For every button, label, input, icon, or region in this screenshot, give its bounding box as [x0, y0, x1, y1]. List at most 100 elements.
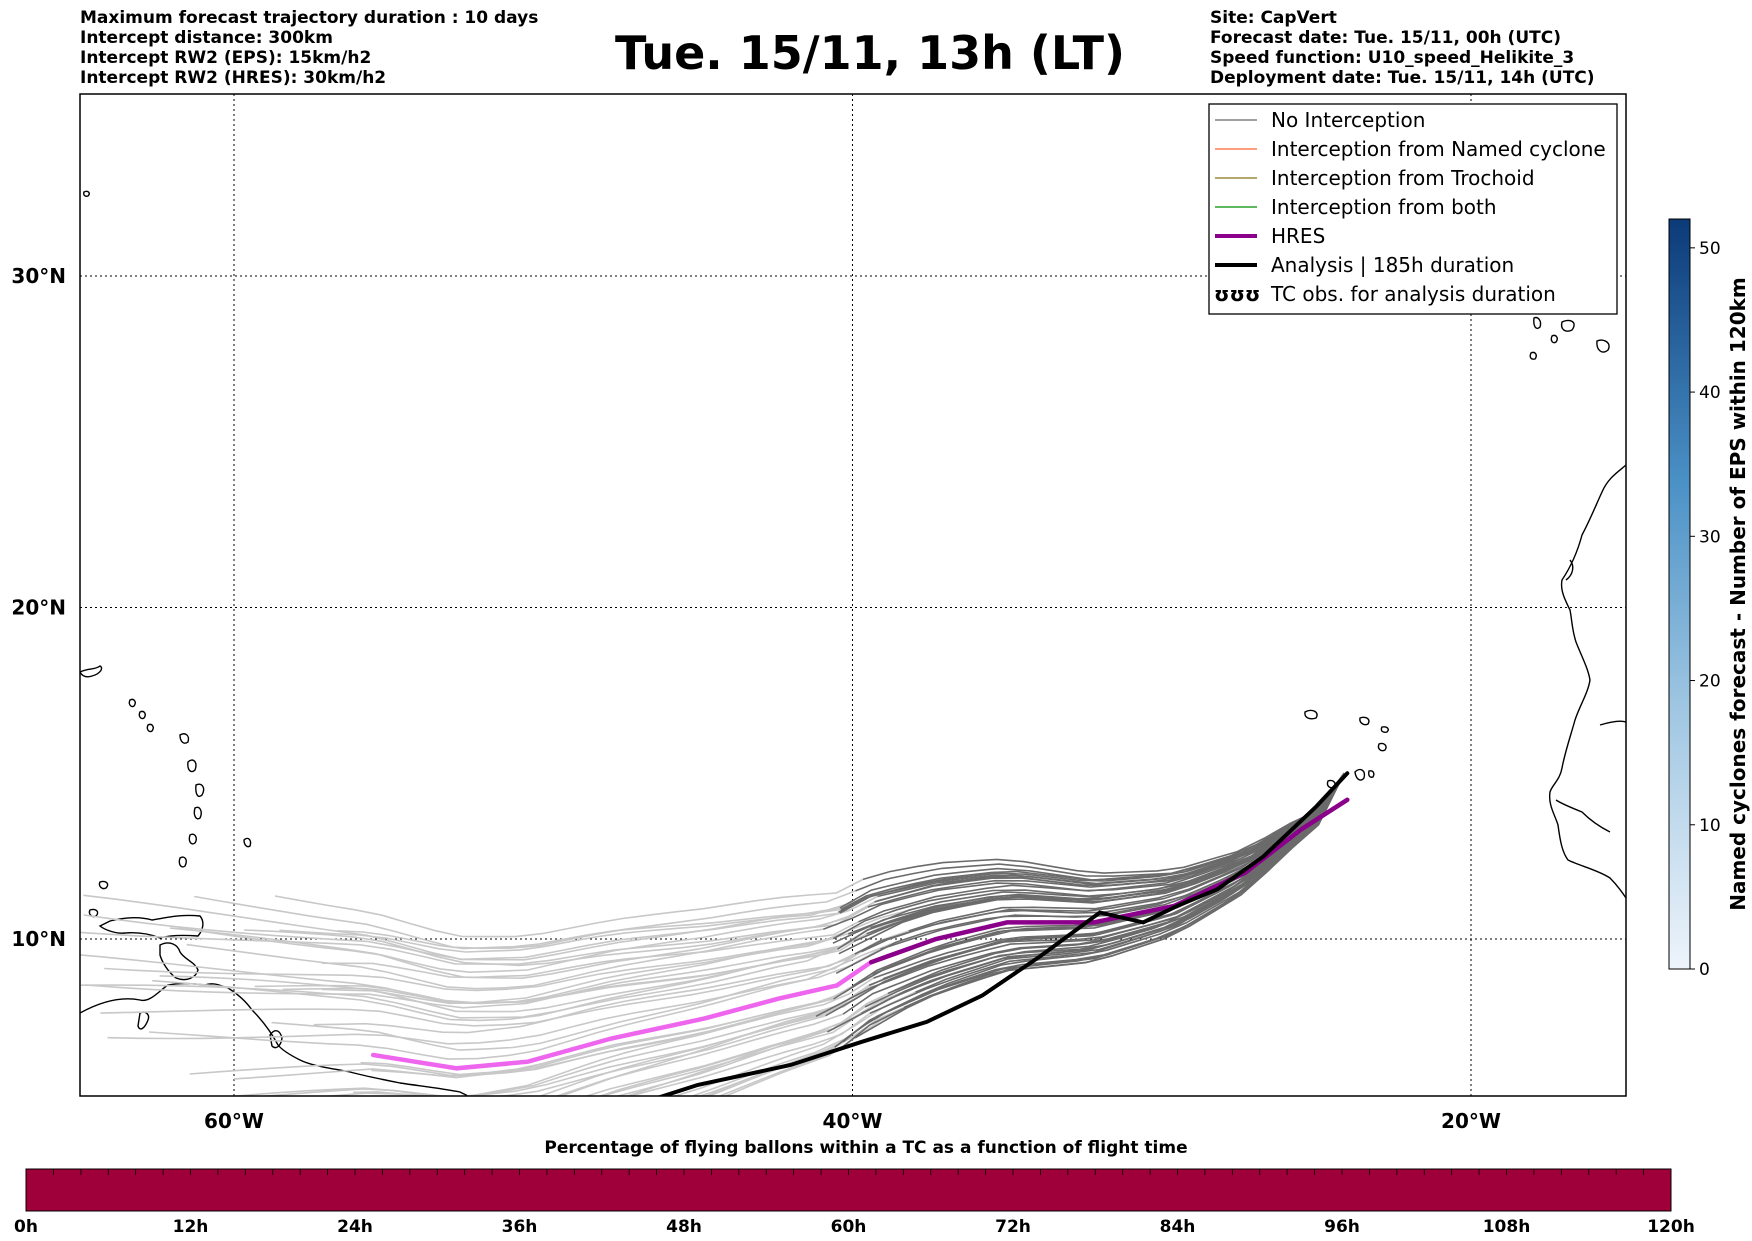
- legend-label: Interception from Trochoid: [1271, 166, 1535, 190]
- colorbar-tick-label: 30: [1699, 527, 1721, 547]
- analysis-track: [656, 771, 1350, 1096]
- legend: No Interception Interception from Named c…: [1208, 103, 1618, 315]
- eps-trajectory: [862, 772, 1345, 881]
- eps-trajectory: [832, 772, 1345, 940]
- eps-trajectory: [274, 878, 864, 938]
- map-frame: [79, 93, 1627, 1097]
- header-right-info: Site: CapVert Forecast date: Tue. 15/11,…: [1210, 8, 1595, 88]
- eps-trajectory: [874, 772, 1345, 903]
- eps-trajectory: [837, 772, 1345, 950]
- eps-trajectory: [83, 894, 841, 961]
- header-line: Site: CapVert: [1210, 8, 1337, 28]
- legend-label: Interception from both: [1271, 195, 1497, 219]
- eps-trajectory: [554, 1013, 844, 1096]
- time-bar-tick-label: 120h: [1647, 1217, 1695, 1237]
- legend-label: TC obs. for analysis duration: [1270, 282, 1556, 306]
- lon-tick-label: 20°W: [1441, 1109, 1501, 1133]
- header-line: Intercept distance: 300km: [80, 28, 333, 48]
- eps-trajectory: [194, 890, 856, 950]
- colorbar-label: Named cyclones forecast - Number of EPS …: [1726, 277, 1750, 911]
- eps-trajectory: [169, 901, 875, 980]
- eps-trajectory: [672, 991, 916, 1096]
- eps-trajectory: [873, 772, 1345, 979]
- eps-trajectory: [233, 973, 873, 1080]
- lon-tick-label: 60°W: [204, 1109, 264, 1133]
- eps-trajectory: [625, 990, 895, 1096]
- eps-trajectory: [353, 977, 874, 1096]
- eps-trajectory: [100, 930, 910, 1027]
- time-bar-fill: [25, 1168, 1672, 1212]
- eps-trajectory: [870, 772, 1345, 929]
- eps-trajectory: [823, 772, 1345, 930]
- time-bar-tick-label: 36h: [502, 1217, 538, 1237]
- hres-track: [868, 797, 1350, 965]
- legend-label: Analysis | 185h duration: [1271, 253, 1514, 277]
- eps-trajectory: [148, 941, 897, 1060]
- eps-trajectory: [717, 1048, 841, 1096]
- tc-obs-symbol-icon: ʊʊʊ: [1214, 282, 1260, 306]
- legend-label: No Interception: [1271, 108, 1425, 132]
- eps-trajectory: [80, 906, 869, 965]
- eps-trajectory: [840, 772, 1345, 911]
- header-left-info: Maximum forecast trajectory duration : 1…: [80, 8, 538, 88]
- header-line: Intercept RW2 (HRES): 30km/h2: [80, 68, 387, 88]
- eps-trajectory: [600, 1012, 862, 1096]
- eps-trajectory: [883, 772, 1345, 983]
- legend-label: Interception from Named cyclone: [1271, 137, 1606, 161]
- legend-box: [1208, 103, 1618, 315]
- eps-trajectory: [107, 948, 881, 1045]
- eps-trajectory: [313, 953, 856, 1034]
- time-bar-tick-label: 0h: [14, 1217, 38, 1237]
- eps-trajectory: [321, 918, 885, 1005]
- eps-trajectory: [627, 1012, 871, 1096]
- eps-trajectory: [597, 990, 906, 1096]
- time-bar-tick-label: 108h: [1483, 1217, 1531, 1237]
- eps-trajectory: [159, 926, 871, 1013]
- cape-verde-islands: [1354, 768, 1366, 781]
- lat-tick-label: 10°N: [11, 927, 66, 951]
- eps-trajectory: [861, 772, 1345, 1015]
- west-africa-coast: [1548, 464, 1626, 899]
- eps-trajectory: [337, 908, 842, 950]
- time-bar-tick-label: 48h: [666, 1217, 702, 1237]
- colorbar-tick-label: 20: [1699, 672, 1721, 692]
- eps-trajectories-early: [80, 878, 919, 1096]
- colorbar-gradient: [1668, 218, 1691, 970]
- time-bar-label: Percentage of flying ballons within a TC…: [544, 1138, 1187, 1158]
- time-bar-tick-label: 96h: [1324, 1217, 1360, 1237]
- header-line: Intercept RW2 (EPS): 15km/h2: [80, 48, 372, 68]
- time-bar-tick-label: 60h: [831, 1217, 867, 1237]
- time-bar-tick-label: 24h: [337, 1217, 373, 1237]
- header-line: Maximum forecast trajectory duration : 1…: [80, 8, 539, 28]
- eps-trajectory: [876, 772, 1345, 902]
- legend-label: HRES: [1271, 224, 1325, 248]
- eps-trajectory: [321, 921, 859, 979]
- eps-trajectory: [834, 772, 1345, 1048]
- eps-trajectory: [723, 1007, 908, 1096]
- eps-trajectory: [558, 978, 884, 1096]
- hres-track-faded: [370, 959, 874, 1071]
- lat-tick-label: 30°N: [11, 264, 66, 288]
- eps-trajectory: [80, 921, 903, 1019]
- time-bar-tick-label: 12h: [173, 1217, 209, 1237]
- colorbar: 0 10 20 30 40 50: [1668, 218, 1721, 980]
- eps-trajectory: [869, 772, 1345, 1015]
- header-line: Speed function: U10_speed_Helikite_3: [1210, 48, 1575, 68]
- lon-tick-label: 40°W: [823, 1109, 883, 1133]
- time-bar-tick-label: 72h: [995, 1217, 1031, 1237]
- header-line: Deployment date: Tue. 15/11, 14h (UTC): [1210, 68, 1595, 88]
- colorbar-tick-label: 50: [1699, 239, 1721, 259]
- eps-trajectories-late: [815, 772, 1345, 1050]
- colorbar-tick-label: 10: [1699, 816, 1721, 836]
- time-bar: 0h 12h 24h 36h 48h 60h 72h 84h 96h 108h 120h: [14, 1168, 1695, 1237]
- eps-trajectory: [85, 926, 873, 1009]
- eps-trajectory: [80, 937, 834, 1005]
- axis-labels: 60°W 40°W 20°W 10°N 20°N 30°N: [11, 264, 1501, 1133]
- colorbar-tick-label: 40: [1699, 383, 1721, 403]
- eps-trajectory: [257, 981, 885, 1096]
- eps-trajectory: [704, 1046, 835, 1096]
- colorbar-tick-label: 0: [1699, 960, 1710, 980]
- eps-trajectory: [271, 950, 862, 1051]
- page-title: Tue. 15/11, 13h (LT): [615, 26, 1125, 80]
